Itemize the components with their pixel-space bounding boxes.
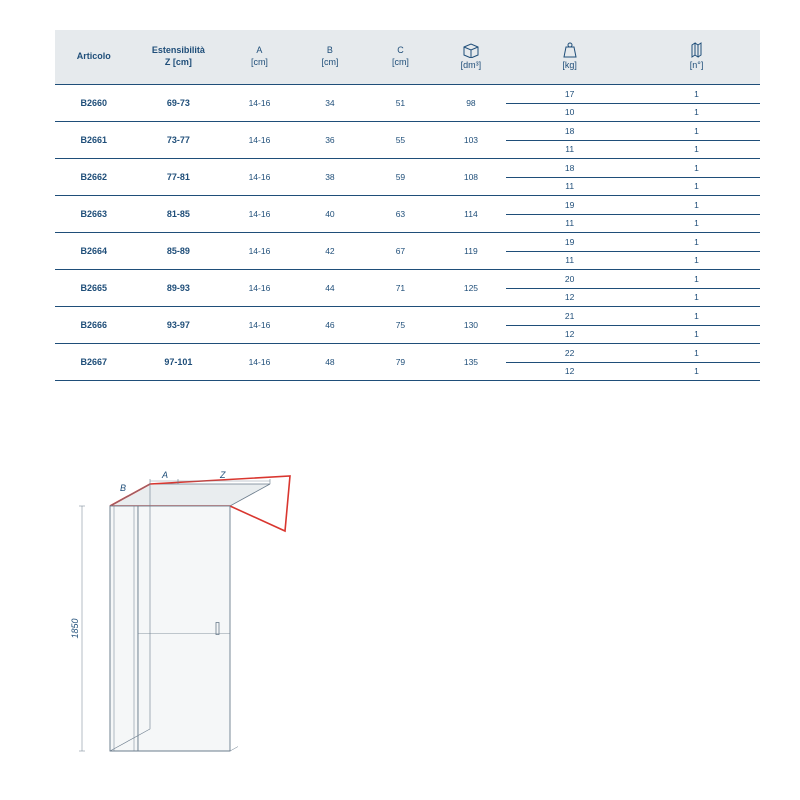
cell-c: 51 <box>365 84 436 121</box>
cell-kg: 1911 <box>506 195 633 232</box>
table-row: B266069-7314-16345198171011 <box>55 84 760 121</box>
cell-a: 14-16 <box>224 121 295 158</box>
cell-c: 67 <box>365 232 436 269</box>
hdr-n: [n°] <box>633 30 760 84</box>
hdr-dm: [dm³] <box>436 30 507 84</box>
hdr-z: Estensibilità Z [cm] <box>133 30 225 84</box>
cell-kg: 2012 <box>506 269 633 306</box>
cell-a: 14-16 <box>224 343 295 380</box>
cell-a: 14-16 <box>224 158 295 195</box>
cell-dm: 135 <box>436 343 507 380</box>
cell-n: 11 <box>633 84 760 121</box>
cell-dm: 119 <box>436 232 507 269</box>
cell-z: 89-93 <box>133 269 225 306</box>
cell-c: 71 <box>365 269 436 306</box>
cell-z: 69-73 <box>133 84 225 121</box>
cell-articolo: B2663 <box>55 195 133 232</box>
hdr-articolo: Articolo <box>55 30 133 84</box>
box-icon <box>462 42 480 58</box>
cell-kg: 2112 <box>506 306 633 343</box>
cell-kg: 2212 <box>506 343 633 380</box>
cell-a: 14-16 <box>224 232 295 269</box>
cell-articolo: B2667 <box>55 343 133 380</box>
cell-z: 85-89 <box>133 232 225 269</box>
cell-dm: 108 <box>436 158 507 195</box>
spec-table: Articolo Estensibilità Z [cm] A [cm] B [… <box>55 30 760 381</box>
cell-kg: 1811 <box>506 158 633 195</box>
cell-dm: 103 <box>436 121 507 158</box>
cell-n: 11 <box>633 158 760 195</box>
svg-text:Z: Z <box>219 470 226 480</box>
cell-c: 75 <box>365 306 436 343</box>
cell-articolo: B2662 <box>55 158 133 195</box>
table-row: B266485-8914-164267119191111 <box>55 232 760 269</box>
cell-kg: 1911 <box>506 232 633 269</box>
hdr-c: C [cm] <box>365 30 436 84</box>
cell-c: 63 <box>365 195 436 232</box>
cell-kg: 1811 <box>506 121 633 158</box>
svg-text:B: B <box>120 483 126 493</box>
panels-icon <box>689 42 705 58</box>
cell-articolo: B2661 <box>55 121 133 158</box>
cell-n: 11 <box>633 232 760 269</box>
cell-dm: 125 <box>436 269 507 306</box>
cell-z: 77-81 <box>133 158 225 195</box>
cell-z: 93-97 <box>133 306 225 343</box>
cell-b: 40 <box>295 195 366 232</box>
cell-c: 59 <box>365 158 436 195</box>
cell-c: 55 <box>365 121 436 158</box>
svg-text:A: A <box>161 470 168 480</box>
hdr-b: B [cm] <box>295 30 366 84</box>
hdr-a: A [cm] <box>224 30 295 84</box>
cell-a: 14-16 <box>224 269 295 306</box>
table-row: B266693-9714-164675130211211 <box>55 306 760 343</box>
cell-b: 46 <box>295 306 366 343</box>
cell-articolo: B2664 <box>55 232 133 269</box>
cell-z: 97-101 <box>133 343 225 380</box>
table-row: B266277-8114-163859108181111 <box>55 158 760 195</box>
cell-n: 11 <box>633 343 760 380</box>
cell-b: 44 <box>295 269 366 306</box>
cell-b: 34 <box>295 84 366 121</box>
svg-text:1850: 1850 <box>70 618 80 638</box>
cell-b: 38 <box>295 158 366 195</box>
cell-a: 14-16 <box>224 84 295 121</box>
cell-n: 11 <box>633 306 760 343</box>
cell-dm: 130 <box>436 306 507 343</box>
cell-b: 42 <box>295 232 366 269</box>
cell-dm: 98 <box>436 84 507 121</box>
tech-diagram: B A Z 1850 <box>55 436 760 766</box>
cell-c: 79 <box>365 343 436 380</box>
cell-n: 11 <box>633 121 760 158</box>
cell-n: 11 <box>633 269 760 306</box>
weight-icon <box>562 42 578 58</box>
cell-articolo: B2660 <box>55 84 133 121</box>
cell-articolo: B2665 <box>55 269 133 306</box>
table-row: B266797-10114-164879135221211 <box>55 343 760 380</box>
cell-n: 11 <box>633 195 760 232</box>
cell-dm: 114 <box>436 195 507 232</box>
cell-kg: 1710 <box>506 84 633 121</box>
cell-z: 81-85 <box>133 195 225 232</box>
table-row: B266589-9314-164471125201211 <box>55 269 760 306</box>
table-row: B266381-8514-164063114191111 <box>55 195 760 232</box>
cell-b: 48 <box>295 343 366 380</box>
hdr-kg: [kg] <box>506 30 633 84</box>
cell-b: 36 <box>295 121 366 158</box>
cell-articolo: B2666 <box>55 306 133 343</box>
cell-a: 14-16 <box>224 306 295 343</box>
table-row: B266173-7714-163655103181111 <box>55 121 760 158</box>
cell-z: 73-77 <box>133 121 225 158</box>
cell-a: 14-16 <box>224 195 295 232</box>
